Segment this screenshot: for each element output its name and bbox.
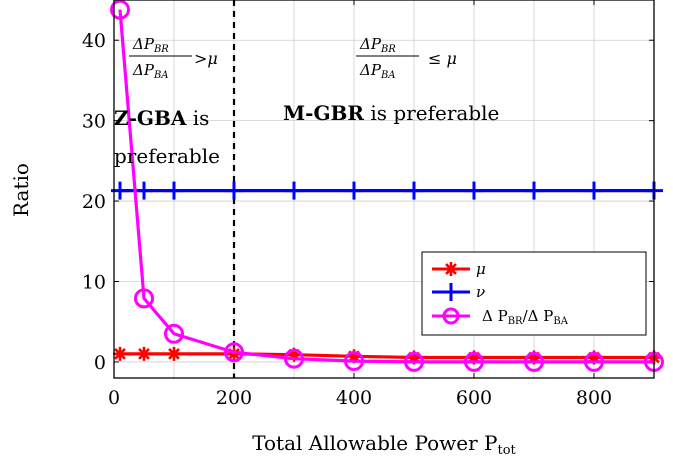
left-numerator: ΔPBR — [132, 35, 169, 55]
legend-entry-nu: ν — [432, 283, 485, 301]
data-point-nu — [285, 181, 303, 200]
data-point-ratio — [284, 348, 304, 369]
legend-asterisk — [444, 262, 458, 276]
x-axis-label: Total Allowable Power Ptot — [252, 431, 516, 458]
right-relation: ≤ μ — [428, 49, 457, 68]
data-point-nu — [165, 181, 183, 200]
series-line-2 — [118, 9, 654, 364]
y-tick-label: 20 — [82, 191, 106, 213]
legend-plus — [442, 283, 460, 301]
y-tick-label: 30 — [82, 111, 106, 133]
data-point-mu — [113, 346, 127, 361]
y-axis-ticks: 0 10 20 30 40 — [82, 30, 654, 374]
asterisk-stroke — [228, 348, 240, 360]
legend: μ ν Δ PBR/Δ PBA — [421, 251, 647, 336]
asterisk-stroke — [445, 263, 457, 275]
legend-label-mu: μ — [476, 260, 486, 278]
legend-label-ratio: Δ PBR/Δ PBA — [482, 307, 569, 327]
legend-asterisk-marker — [444, 262, 458, 276]
data-point-ratio — [584, 351, 604, 372]
legend-label-nu: ν — [476, 283, 485, 301]
data-point-nu — [585, 181, 603, 200]
data-point-mu — [167, 346, 181, 361]
asterisk-stroke — [138, 348, 150, 360]
left-denominator: ΔPBA — [132, 61, 169, 81]
right-condition-annotation: ΔPBR ΔPBA ≤ μ — [356, 35, 457, 81]
x-tick-label: 0 — [108, 387, 120, 409]
data-point-ratio — [404, 351, 424, 372]
data-point-nu — [525, 181, 543, 200]
asterisk-stroke — [114, 348, 126, 360]
data-point-ratio — [524, 351, 544, 372]
y-tick-label: 10 — [82, 271, 106, 293]
asterisk-stroke — [168, 348, 180, 360]
data-point-ratio — [224, 342, 244, 363]
left-condition-annotation: ΔPBR ΔPBA >μ — [129, 35, 218, 81]
left-region-label-line2: preferable — [114, 144, 220, 168]
plot-frame — [113, 0, 655, 379]
legend-plus-marker — [442, 283, 460, 301]
data-point-nu — [465, 181, 483, 200]
right-region-label: M-GBR is preferable — [283, 101, 499, 125]
data-point-nu — [225, 181, 243, 200]
data-point-nu — [405, 181, 423, 200]
data-point-ratio — [344, 351, 364, 372]
right-numerator: ΔPBR — [359, 35, 396, 55]
x-axis-ticks: 0 200 400 600 800 — [108, 0, 612, 409]
right-denominator: ΔPBA — [359, 61, 396, 81]
left-relation: >μ — [194, 49, 218, 68]
data-point-ratio — [464, 351, 484, 372]
x-tick-label: 800 — [576, 387, 612, 409]
y-axis-label: Ratio — [9, 163, 33, 217]
left-region-label: Z-GBA is — [114, 106, 209, 130]
data-point-ratio — [164, 323, 184, 344]
x-tick-label: 600 — [456, 387, 492, 409]
x-tick-label: 200 — [216, 387, 252, 409]
y-tick-label: 0 — [94, 352, 106, 374]
data-point-mu — [137, 346, 151, 361]
data-point-nu — [345, 181, 363, 200]
data-point-ratio — [110, 0, 130, 20]
legend-entry-ratio: Δ PBR/Δ PBA — [432, 307, 569, 327]
data-point-ratio — [134, 288, 154, 309]
legend-entry-mu: μ — [432, 260, 486, 278]
legend-circle-marker — [442, 307, 460, 325]
x-tick-label: 400 — [336, 387, 372, 409]
data-point-nu — [135, 181, 153, 200]
y-tick-label: 40 — [82, 30, 106, 52]
